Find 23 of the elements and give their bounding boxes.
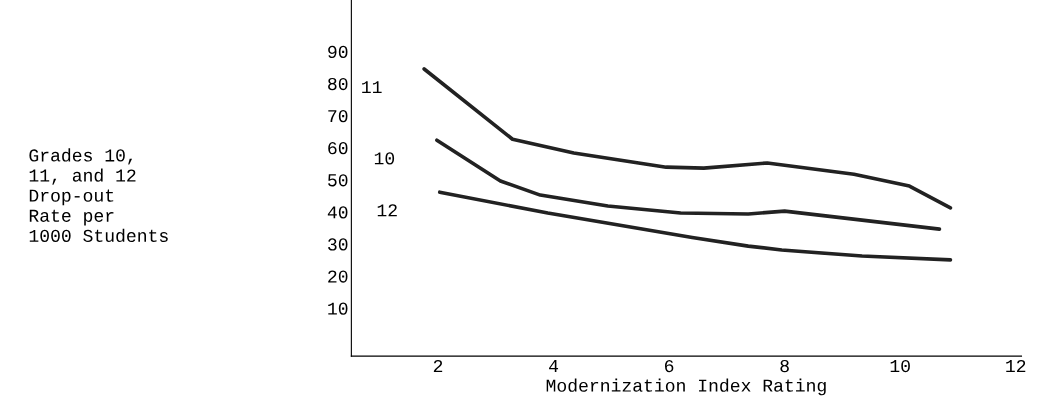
y-tick-label: 40 bbox=[327, 206, 348, 219]
x-tick-label: 10 bbox=[890, 359, 910, 373]
x-tick-label: 8 bbox=[780, 359, 789, 373]
y-tick-label: 90 bbox=[328, 45, 348, 59]
y-tick-label: 80 bbox=[328, 77, 348, 91]
text: Grades 10, 11, and 12 Drop-out Rate per 1000 Students bbox=[29, 148, 168, 243]
y-tick-label: 60 bbox=[328, 142, 348, 155]
text: 10 bbox=[374, 152, 395, 165]
x-tick-label: 4 bbox=[549, 360, 559, 373]
x-tick-label: 12 bbox=[1006, 359, 1026, 373]
y-tick-label: 50 bbox=[328, 174, 348, 187]
x-tick-label: 6 bbox=[665, 359, 674, 373]
text: 11 bbox=[362, 81, 382, 94]
y-tick-label: 10 bbox=[328, 302, 348, 315]
x-axis-title: Modernization Index Rating bbox=[546, 378, 826, 396]
y-tick-label: 20 bbox=[328, 270, 348, 283]
x-tick-label: 2 bbox=[433, 359, 443, 373]
y-tick-label: 70 bbox=[328, 109, 348, 123]
text: 12 bbox=[377, 204, 397, 217]
line-series bbox=[437, 190, 953, 262]
line-series bbox=[435, 138, 942, 231]
line-series bbox=[422, 67, 953, 210]
y-tick-label: 30 bbox=[328, 238, 348, 251]
